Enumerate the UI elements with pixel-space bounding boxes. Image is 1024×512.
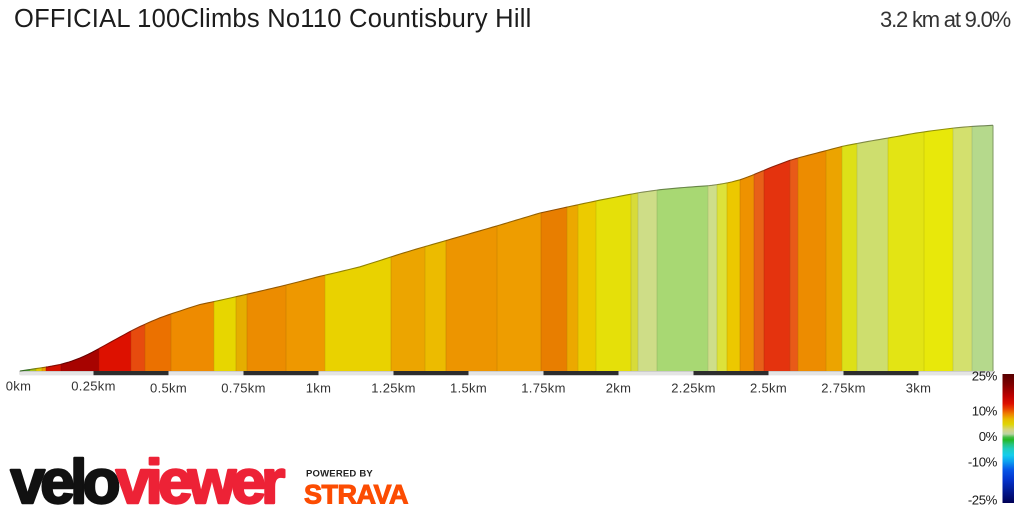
svg-text:3km: 3km <box>906 381 931 396</box>
svg-text:1km: 1km <box>306 381 331 396</box>
svg-text:1.5km: 1.5km <box>450 381 487 396</box>
svg-text:2.75km: 2.75km <box>821 381 865 396</box>
svg-text:0.75km: 0.75km <box>221 381 265 396</box>
svg-text:OFFICIAL 100Climbs No110 Count: OFFICIAL 100Climbs No110 Countisbury Hil… <box>14 5 532 33</box>
svg-text:veloviewer: veloviewer <box>11 448 286 512</box>
svg-text:3.2 km at 9.0%: 3.2 km at 9.0% <box>880 7 1011 32</box>
svg-text:-25%: -25% <box>968 493 998 508</box>
svg-text:0.25km: 0.25km <box>71 379 115 394</box>
svg-text:1.75km: 1.75km <box>521 381 565 396</box>
svg-text:STRAVA: STRAVA <box>304 480 408 510</box>
svg-text:0km: 0km <box>6 379 31 394</box>
svg-text:-10%: -10% <box>968 455 998 470</box>
svg-text:0.5km: 0.5km <box>150 381 187 396</box>
svg-text:2.25km: 2.25km <box>671 381 715 396</box>
svg-text:10%: 10% <box>972 404 998 419</box>
svg-text:0%: 0% <box>979 429 998 444</box>
svg-text:POWERED BY: POWERED BY <box>306 469 373 480</box>
svg-text:25%: 25% <box>972 369 998 384</box>
svg-text:2km: 2km <box>606 381 631 396</box>
svg-text:1.25km: 1.25km <box>371 381 415 396</box>
svg-text:2.5km: 2.5km <box>750 381 787 396</box>
